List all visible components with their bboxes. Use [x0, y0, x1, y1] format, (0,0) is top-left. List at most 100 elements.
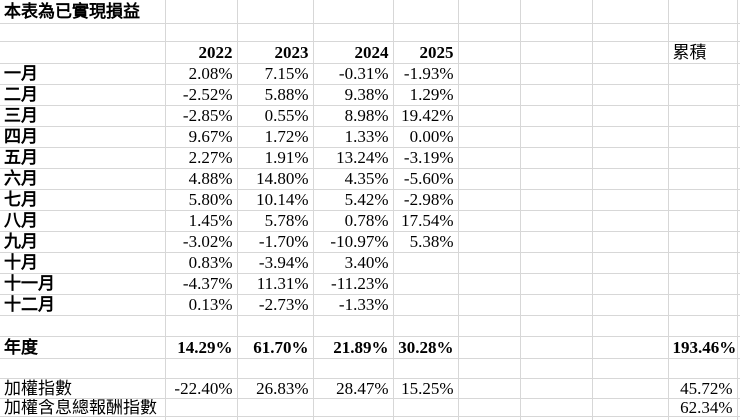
value-cell[interactable]: -3.02%	[165, 231, 238, 253]
value-cell[interactable]: -3.94%	[237, 252, 314, 274]
cell[interactable]	[393, 416, 459, 420]
cell[interactable]	[592, 398, 669, 417]
value-cell[interactable]: -2.52%	[165, 84, 238, 106]
value-cell[interactable]	[313, 398, 394, 417]
year-header-2022[interactable]: 2022	[165, 41, 238, 64]
value-cell[interactable]: 2.27%	[165, 147, 238, 169]
cell[interactable]	[592, 126, 669, 148]
cell[interactable]	[458, 416, 521, 420]
value-cell[interactable]: 15.25%	[393, 378, 459, 399]
value-cell[interactable]: 26.83%	[237, 378, 314, 399]
cell[interactable]	[520, 416, 593, 420]
cell[interactable]	[520, 252, 593, 274]
cell[interactable]	[668, 168, 738, 190]
cell[interactable]	[458, 0, 521, 24]
cell[interactable]	[458, 231, 521, 253]
cell[interactable]	[165, 0, 238, 24]
cell[interactable]	[592, 416, 669, 420]
cell[interactable]	[668, 147, 738, 169]
cell[interactable]	[520, 41, 593, 64]
annual-cumulative-cell[interactable]: 193.46%	[668, 336, 738, 359]
cell[interactable]	[592, 189, 669, 211]
value-cell[interactable]: 3.40%	[313, 252, 394, 274]
month-label-cell[interactable]: 七月	[0, 189, 166, 211]
cell[interactable]	[520, 336, 593, 359]
cell[interactable]	[458, 210, 521, 232]
value-cell[interactable]: 5.78%	[237, 210, 314, 232]
cell[interactable]	[393, 358, 459, 379]
cell[interactable]	[668, 358, 738, 379]
cell[interactable]	[458, 168, 521, 190]
value-cell[interactable]: -10.97%	[313, 231, 394, 253]
value-cell[interactable]: -22.40%	[165, 378, 238, 399]
value-cell[interactable]: 4.88%	[165, 168, 238, 190]
cell[interactable]	[520, 63, 593, 85]
cell[interactable]	[237, 416, 314, 420]
cell[interactable]	[520, 231, 593, 253]
month-label-cell[interactable]: 二月	[0, 84, 166, 106]
cell[interactable]	[668, 252, 738, 274]
cell[interactable]	[458, 252, 521, 274]
month-label-cell[interactable]: 四月	[0, 126, 166, 148]
value-cell[interactable]: 0.83%	[165, 252, 238, 274]
cell[interactable]	[520, 398, 593, 417]
cell[interactable]	[520, 147, 593, 169]
cell[interactable]	[592, 315, 669, 337]
value-cell[interactable]: 7.15%	[237, 63, 314, 85]
cell[interactable]	[165, 315, 238, 337]
value-cell[interactable]: 1.33%	[313, 126, 394, 148]
cell[interactable]	[458, 398, 521, 417]
value-cell[interactable]: 19.42%	[393, 105, 459, 127]
value-cell[interactable]: 17.54%	[393, 210, 459, 232]
weighted-index-label-cell[interactable]: 加權指數	[0, 378, 166, 399]
cell[interactable]	[520, 358, 593, 379]
cell[interactable]	[592, 147, 669, 169]
value-cell[interactable]: 2.08%	[165, 63, 238, 85]
value-cell[interactable]: 0.55%	[237, 105, 314, 127]
cell[interactable]	[592, 0, 669, 24]
cell[interactable]	[458, 84, 521, 106]
annual-value-cell[interactable]: 14.29%	[165, 336, 238, 359]
cell[interactable]	[313, 358, 394, 379]
cell[interactable]	[458, 273, 521, 295]
cell[interactable]	[668, 210, 738, 232]
cell[interactable]	[520, 378, 593, 399]
value-cell[interactable]: 0.13%	[165, 294, 238, 316]
cell[interactable]	[0, 23, 166, 42]
cell[interactable]	[592, 63, 669, 85]
value-cell[interactable]: 10.14%	[237, 189, 314, 211]
cell[interactable]	[668, 231, 738, 253]
year-header-2023[interactable]: 2023	[237, 41, 314, 64]
cell[interactable]	[458, 358, 521, 379]
month-label-cell[interactable]: 十一月	[0, 273, 166, 295]
value-cell[interactable]: -11.23%	[313, 273, 394, 295]
month-label-cell[interactable]: 九月	[0, 231, 166, 253]
cell[interactable]	[520, 294, 593, 316]
value-cell[interactable]	[393, 398, 459, 417]
cell[interactable]	[393, 23, 459, 42]
cell[interactable]	[520, 315, 593, 337]
value-cell[interactable]: 9.38%	[313, 84, 394, 106]
cell[interactable]	[520, 168, 593, 190]
sheet-title[interactable]: 本表為已實現損益	[0, 0, 166, 24]
month-label-cell[interactable]: 五月	[0, 147, 166, 169]
cell[interactable]	[520, 126, 593, 148]
month-label-cell[interactable]: 三月	[0, 105, 166, 127]
cell[interactable]	[0, 315, 166, 337]
cell[interactable]	[393, 0, 459, 24]
cell[interactable]	[592, 41, 669, 64]
month-label-cell[interactable]: 六月	[0, 168, 166, 190]
value-cell[interactable]: -5.60%	[393, 168, 459, 190]
cell[interactable]	[237, 358, 314, 379]
value-cell[interactable]: 14.80%	[237, 168, 314, 190]
cell[interactable]	[668, 315, 738, 337]
month-label-cell[interactable]: 十月	[0, 252, 166, 274]
cell[interactable]	[592, 294, 669, 316]
cell[interactable]	[237, 315, 314, 337]
cell[interactable]	[592, 252, 669, 274]
cell[interactable]	[668, 126, 738, 148]
cell[interactable]	[592, 378, 669, 399]
value-cell[interactable]: 13.24%	[313, 147, 394, 169]
annual-value-cell[interactable]: 30.28%	[393, 336, 459, 359]
value-cell[interactable]: -1.70%	[237, 231, 314, 253]
